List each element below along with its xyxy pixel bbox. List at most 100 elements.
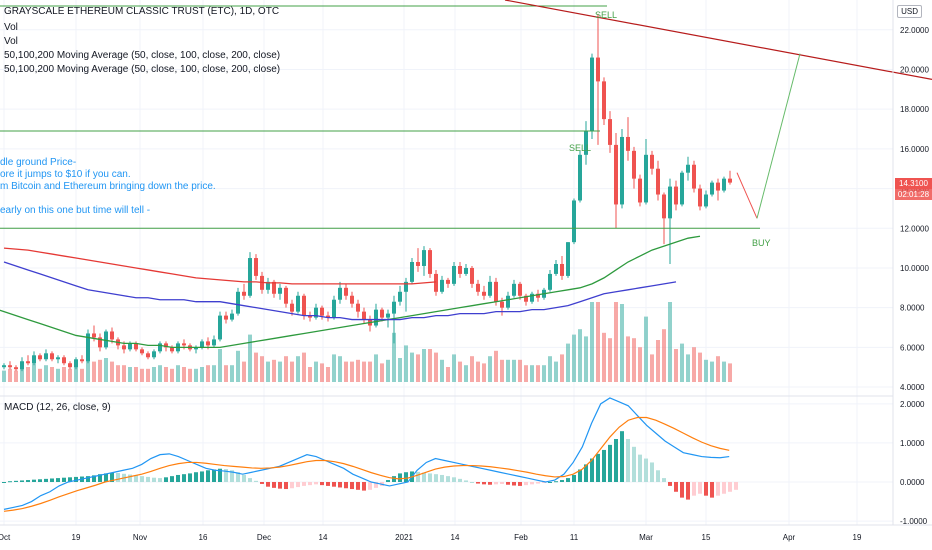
candle-body [386,313,390,318]
volume-bar [338,356,342,382]
candle-body [2,365,6,368]
volume-bar [686,354,690,382]
candle-body [278,287,282,294]
candle-body [272,281,276,294]
macd-histogram-bar [56,478,60,482]
macd-histogram-bar [566,478,570,482]
candle-body [266,281,270,290]
candle-body [206,341,210,346]
volume-bar [26,367,30,382]
candle-body [374,309,378,326]
macd-histogram-bar [668,482,672,486]
macd-histogram-bar [656,470,660,482]
volume-legend-2[interactable]: Vol [4,36,18,47]
volume-bar [326,367,330,382]
volume-bar [218,349,222,382]
candle-body [212,339,216,346]
volume-bar [194,368,198,382]
volume-bar [422,349,426,382]
volume-bar [38,368,42,382]
candle-body [320,307,324,316]
candle-body [590,57,594,132]
macd-histogram-bar [248,478,252,482]
macd-histogram-bar [464,480,468,482]
macd-histogram-bar [554,481,558,483]
ma-legend-2[interactable]: 50,100,200 Moving Average (50, close, 10… [4,64,281,75]
candle-body [506,295,510,308]
candle-body [296,295,300,312]
macd-histogram-bar [692,482,696,496]
volume-bar [710,361,714,382]
macd-histogram-bar [188,473,192,482]
volume-bar [350,361,354,382]
macd-line [3,397,730,510]
volume-bar [152,367,156,382]
projection-up [756,53,801,219]
volume-bar [92,361,96,382]
macd-histogram-bar [560,480,564,482]
candle-body [422,250,426,266]
candle-body [428,250,432,274]
symbol-title[interactable]: GRAYSCALE ETHEREUM CLASSIC TRUST (ETC), … [4,6,280,17]
candle-body [602,81,606,120]
volume-bar [212,365,216,382]
volume-bar [362,361,366,382]
candle-body [608,119,612,145]
volume-bar [482,363,486,382]
volume-bar [566,343,570,382]
macd-histogram-bar [110,472,114,482]
macd-histogram-bar [374,482,378,488]
time-axis-label: 2021 [395,533,413,542]
time-axis-label: 14 [451,533,460,542]
macd-histogram-bar [476,482,480,484]
volume-bar [722,361,726,382]
candle-body [392,301,396,314]
volume-bar [572,334,576,382]
macd-legend[interactable]: MACD (12, 26, close, 9) [4,402,111,413]
macd-histogram-bar [146,476,150,482]
volume-bar [554,361,558,382]
volume-bar [248,334,252,382]
ma100-line [3,261,677,321]
macd-histogram-bar [356,482,360,490]
candle-body [356,303,360,312]
time-axis-label: 11 [570,533,579,542]
candle-body [656,168,660,195]
macd-histogram-bar [344,482,348,489]
macd-axis-label: 2.0000 [900,400,925,409]
macd-histogram-bar [176,474,180,482]
volume-bar [458,361,462,382]
candle-body [662,194,666,219]
candle-body [110,331,114,340]
volume-bar [62,367,66,382]
volume-bar [320,363,324,382]
volume-bar [188,368,192,382]
macd-histogram-bar [638,454,642,482]
candle-body [80,359,84,362]
time-axis-label: 16 [199,533,208,542]
candle-body [86,333,90,362]
volume-bar [278,361,282,382]
candle-body [680,172,684,205]
macd-histogram-bar [320,482,324,486]
macd-histogram-bar [308,482,312,486]
candle-body [626,136,630,151]
currency-button[interactable]: USD [897,5,922,18]
macd-histogram-bar [68,477,72,482]
volume-bar [116,365,120,382]
macd-histogram-bar [104,473,108,482]
ma-legend[interactable]: 50,100,200 Moving Average (50, close, 10… [4,50,281,61]
macd-histogram-bar [302,482,306,486]
macd-histogram-bar [434,474,438,482]
candle-body [146,353,150,358]
volume-bar [266,361,270,382]
macd-histogram-bar [452,477,456,482]
volume-legend[interactable]: Vol [4,22,18,33]
volume-bar [728,363,732,382]
macd-histogram-bar [134,475,138,482]
candle-body [518,283,522,296]
volume-bars [2,302,732,382]
time-axis-label: Apr [783,533,796,542]
candle-body [164,343,168,348]
